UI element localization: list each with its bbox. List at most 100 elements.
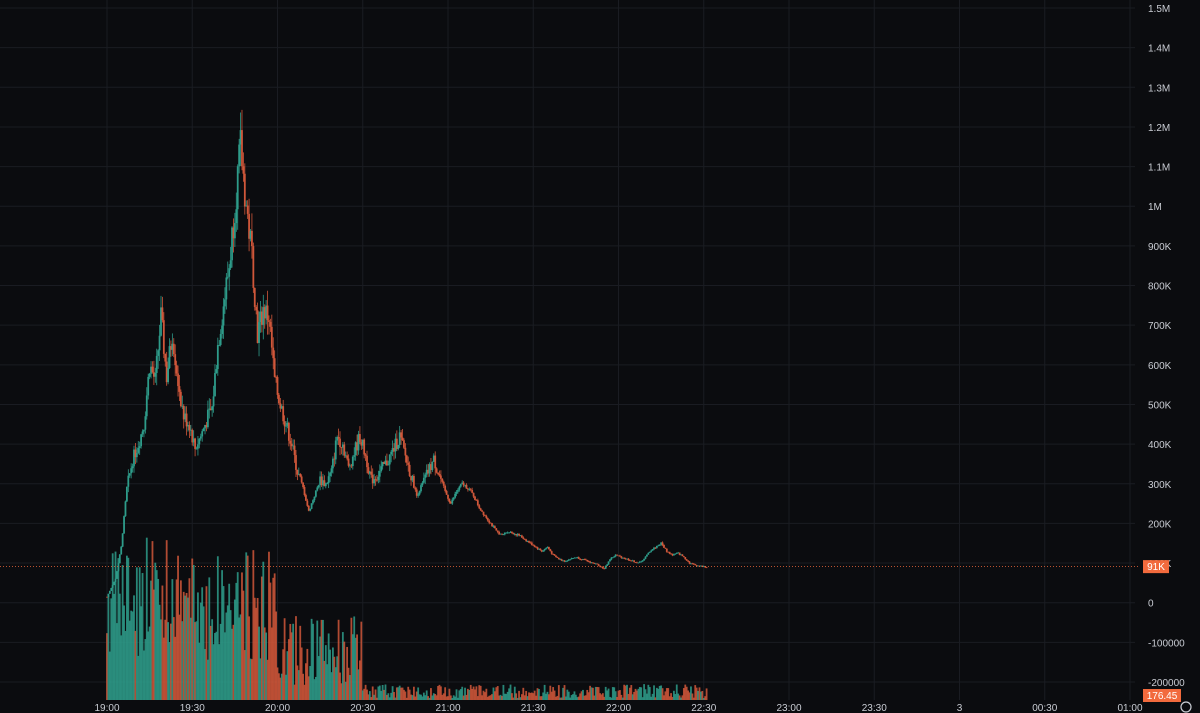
candle-body: [637, 562, 640, 564]
candle-body: [179, 391, 182, 407]
candle-body: [410, 476, 412, 481]
candle-body: [182, 405, 185, 420]
volume-bar: [570, 695, 573, 700]
volume-bar: [141, 573, 144, 700]
candle-body: [178, 386, 181, 392]
volume-bar: [202, 606, 205, 700]
volume-bar: [660, 685, 663, 700]
candle-body: [117, 563, 120, 572]
volume-bar: [604, 686, 607, 700]
volume-bar: [650, 696, 653, 700]
volume-bar: [341, 632, 344, 700]
candle-body: [675, 553, 678, 554]
candle-body: [418, 491, 421, 495]
candle-body: [303, 487, 306, 496]
volume-bar: [704, 696, 707, 700]
candle-body: [437, 472, 439, 475]
candle-body: [189, 429, 192, 431]
volume-bar: [428, 697, 431, 700]
candle-body: [194, 438, 196, 449]
settings-icon[interactable]: [1180, 701, 1192, 713]
candle-body: [388, 454, 391, 465]
volume-bar: [540, 696, 543, 700]
volume-bar: [438, 684, 441, 700]
volume-bar: [422, 692, 425, 700]
candle-body: [650, 550, 653, 552]
candle-body: [381, 461, 384, 467]
volume-bar: [216, 556, 219, 700]
candle-body: [123, 516, 125, 534]
candle-body: [141, 431, 144, 435]
volume-bar: [647, 684, 650, 700]
candle-body: [482, 511, 485, 515]
volume-bar: [269, 582, 272, 700]
candle-body: [258, 322, 260, 343]
candle-body: [515, 533, 518, 536]
candle-body: [472, 492, 475, 497]
volume-bar: [110, 598, 113, 700]
volume-bar: [594, 686, 597, 700]
candle-body: [576, 557, 579, 558]
candle-body: [405, 455, 408, 463]
candle-body: [566, 560, 569, 562]
candle-body: [619, 555, 621, 557]
volume-bar: [231, 628, 233, 700]
volume-bar: [492, 687, 495, 700]
candle-body: [682, 556, 685, 558]
volume-bar: [495, 687, 498, 700]
candle-body: [324, 483, 327, 487]
volume-bar: [633, 691, 636, 700]
candle-body: [120, 546, 123, 555]
candle-body: [222, 306, 225, 326]
candle-body: [685, 559, 688, 561]
candle-body: [116, 571, 118, 579]
candle-body: [175, 365, 178, 374]
candle-body: [540, 550, 543, 552]
volume-bar: [397, 687, 400, 700]
volume-bar: [486, 696, 489, 700]
candle-body: [489, 522, 492, 524]
volume-bar: [444, 687, 447, 700]
volume-bar: [390, 692, 393, 700]
grid-lines: [0, 0, 1135, 700]
volume-bar: [368, 691, 371, 700]
candle-body: [221, 325, 223, 334]
volume-bar: [309, 666, 312, 700]
candle-body: [667, 551, 670, 553]
volume-bar: [600, 694, 603, 700]
candle-body: [376, 479, 378, 481]
candle-body: [465, 484, 468, 489]
candle-body: [640, 561, 643, 563]
volume-bar: [502, 684, 505, 700]
volume-bar: [663, 695, 665, 700]
candle-body: [191, 429, 194, 443]
volume-bar: [253, 597, 256, 700]
x-tick-label: 19:30: [180, 703, 205, 713]
volume-bar: [668, 696, 671, 700]
volume-bar: [162, 637, 165, 700]
volume-bar: [152, 589, 155, 700]
volume-bar: [567, 691, 570, 700]
candle-body: [663, 544, 665, 548]
volume-bar: [421, 696, 424, 700]
candle-body: [198, 438, 201, 445]
candle-body: [692, 563, 695, 565]
volume-bar: [520, 694, 523, 700]
volume-bar: [597, 687, 600, 700]
volume-bar: [496, 686, 499, 700]
candle-body: [239, 130, 242, 145]
volume-bar: [151, 541, 154, 700]
candle-body: [125, 486, 128, 502]
volume-bar: [678, 695, 681, 700]
volume-bar: [461, 686, 464, 700]
candle-body: [216, 345, 219, 370]
volume-bar: [165, 540, 168, 700]
volume-bar: [528, 692, 530, 700]
volume-bar: [312, 623, 314, 700]
volume-bar: [484, 692, 486, 700]
y-tick-label: 1.5M: [1148, 4, 1170, 15]
candle-body: [522, 537, 525, 539]
volume-bar: [125, 555, 128, 700]
volume-bar: [609, 696, 611, 700]
candle-body: [188, 425, 191, 431]
